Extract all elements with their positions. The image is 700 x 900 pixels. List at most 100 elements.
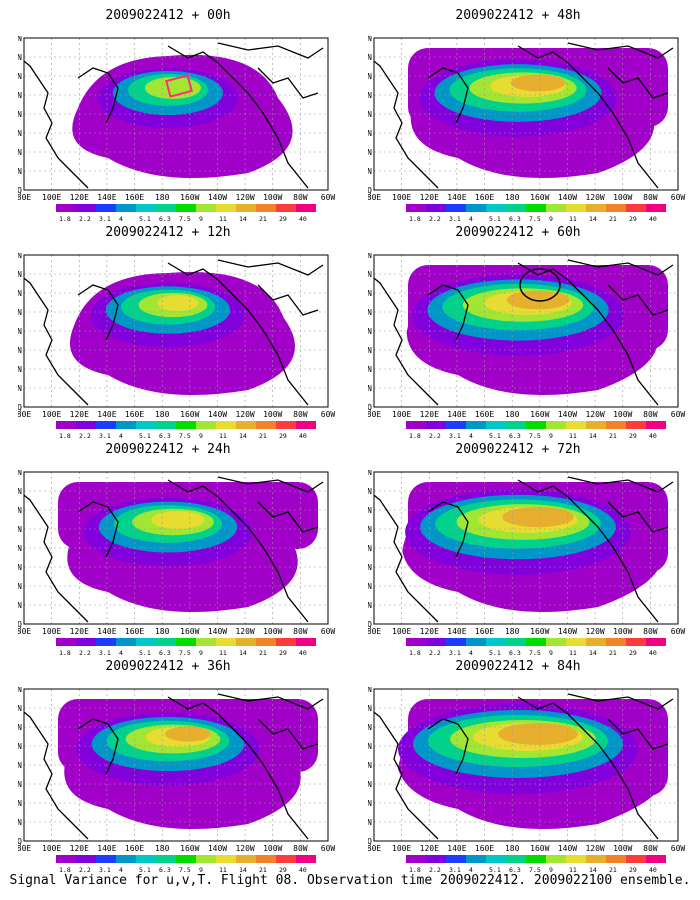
lat-label: 80N [368, 687, 372, 694]
map-panel: 2009022412 + 60h 80N 70N 60N 50N 40N 30N 20N 10N… [368, 225, 698, 440]
lat-label: 40N [368, 761, 372, 770]
lon-label: 80E [368, 410, 381, 419]
colorbar-label: 5.1 [489, 432, 501, 440]
lat-label: 70N [368, 53, 372, 62]
colorbar-swatch [76, 855, 96, 863]
lon-label: 120W [585, 410, 604, 419]
lon-label: 180 [155, 844, 170, 853]
colorbar-swatch [446, 855, 466, 863]
colorbar-label: 2.2 [79, 215, 91, 223]
lat-label: EQ [368, 620, 372, 629]
lon-label: 160E [475, 844, 494, 853]
colorbar-swatch [76, 638, 96, 646]
colorbar-swatch [236, 855, 256, 863]
colorbar-label: 40 [649, 432, 657, 440]
lon-label: 120E [70, 193, 89, 202]
colorbar-swatch [76, 204, 96, 212]
colorbar-label: 3.1 [449, 432, 461, 440]
colorbar-label: 9 [199, 866, 203, 874]
colorbar-label: 9 [549, 215, 553, 223]
colorbar-label: 4 [469, 432, 473, 440]
lat-label: 70N [18, 487, 22, 496]
lat-label: 50N [18, 742, 22, 751]
lon-label: 80W [293, 193, 308, 202]
colorbar-label: 6.3 [159, 649, 171, 657]
lat-label: 10N [18, 601, 22, 610]
colorbar-swatch [586, 855, 606, 863]
colorbar-swatch [446, 638, 466, 646]
lon-label: 140E [97, 627, 116, 636]
variance-map: 80N 70N 60N 50N 40N 30N 20N 10N EQ80E 100E 120E 140… [18, 253, 335, 419]
colorbar-label: 9 [199, 432, 203, 440]
variance-map: 80N 70N 60N 50N 40N 30N 20N 10N EQ80E 100E 120E 140… [368, 687, 685, 853]
lon-label: 60W [671, 410, 686, 419]
colorbar-swatch [136, 638, 156, 646]
colorbar-label: 5.1 [489, 866, 501, 874]
lat-label: 80N [368, 253, 372, 260]
lon-label: 80W [643, 627, 658, 636]
lon-label: 120E [70, 844, 89, 853]
colorbar-label: 6.3 [509, 215, 521, 223]
lon-label: 120W [235, 844, 254, 853]
colorbar-swatch [216, 421, 236, 429]
colorbar-swatch [136, 421, 156, 429]
lon-label: 100W [263, 193, 282, 202]
colorbar: 1.8 2.2 3.1 4 5.1 6.3 7.5 9 11 14 21 29 40 [56, 638, 316, 657]
colorbar-label: 7.5 [529, 432, 541, 440]
colorbar-label: 11 [569, 649, 577, 657]
lon-label: 80E [18, 410, 31, 419]
lon-label: 80W [293, 844, 308, 853]
colorbar-swatch [506, 204, 526, 212]
panel-title: 2009022412 + 60h [455, 225, 581, 240]
colorbar-label: 9 [199, 649, 203, 657]
lat-label: 70N [368, 487, 372, 496]
colorbar-swatch [466, 204, 486, 212]
lon-label: 100E [42, 193, 61, 202]
colorbar-swatch [296, 421, 316, 429]
colorbar: 1.8 2.2 3.1 4 5.1 6.3 7.5 9 11 14 21 29 40 [406, 638, 666, 657]
lon-label: 140W [558, 844, 577, 853]
map-panel: 2009022412 + 84h 80N 70N 60N 50N 40N 30N 20N 10N… [368, 659, 698, 874]
colorbar-label: 21 [609, 649, 617, 657]
colorbar-swatch [116, 855, 136, 863]
lon-label: 120W [585, 193, 604, 202]
lon-label: 60W [321, 193, 336, 202]
colorbar-swatch [566, 204, 586, 212]
lat-label: 50N [368, 525, 372, 534]
colorbar-label: 40 [649, 866, 657, 874]
colorbar-label: 40 [649, 649, 657, 657]
lat-label: 10N [18, 818, 22, 827]
lat-label: 50N [368, 308, 372, 317]
lon-label: 80E [368, 193, 381, 202]
lat-label: 10N [18, 384, 22, 393]
variance-map: 80N 70N 60N 50N 40N 30N 20N 10N EQ80E 100E 120E 140… [18, 687, 336, 853]
lon-label: 120W [235, 193, 254, 202]
colorbar-label: 29 [629, 432, 637, 440]
lon-label: 160E [125, 410, 144, 419]
lat-label: 20N [368, 799, 372, 808]
colorbar-swatch [96, 421, 116, 429]
colorbar-swatch [176, 638, 196, 646]
colorbar-swatch [406, 855, 426, 863]
lat-label: EQ [18, 837, 22, 846]
colorbar-label: 2.2 [79, 866, 91, 874]
colorbar-label: 5.1 [139, 866, 151, 874]
colorbar-label: 6.3 [509, 866, 521, 874]
colorbar-label: 3.1 [99, 215, 111, 223]
colorbar-swatch [606, 204, 626, 212]
colorbar-label: 11 [219, 215, 227, 223]
colorbar-label: 3.1 [449, 649, 461, 657]
lat-label: 50N [368, 91, 372, 100]
colorbar-label: 11 [569, 432, 577, 440]
colorbar-swatch [606, 638, 626, 646]
colorbar-swatch [76, 421, 96, 429]
colorbar-swatch [626, 421, 646, 429]
colorbar-swatch [136, 204, 156, 212]
lon-label: 100W [613, 410, 632, 419]
lat-label: 80N [368, 470, 372, 477]
colorbar-label: 29 [279, 215, 287, 223]
lat-label: 80N [18, 470, 22, 477]
colorbar: 1.8 2.2 3.1 4 5.1 6.3 7.5 9 11 14 21 29 40 [56, 204, 316, 223]
lon-label: 160E [475, 410, 494, 419]
lon-label: 60W [321, 844, 336, 853]
